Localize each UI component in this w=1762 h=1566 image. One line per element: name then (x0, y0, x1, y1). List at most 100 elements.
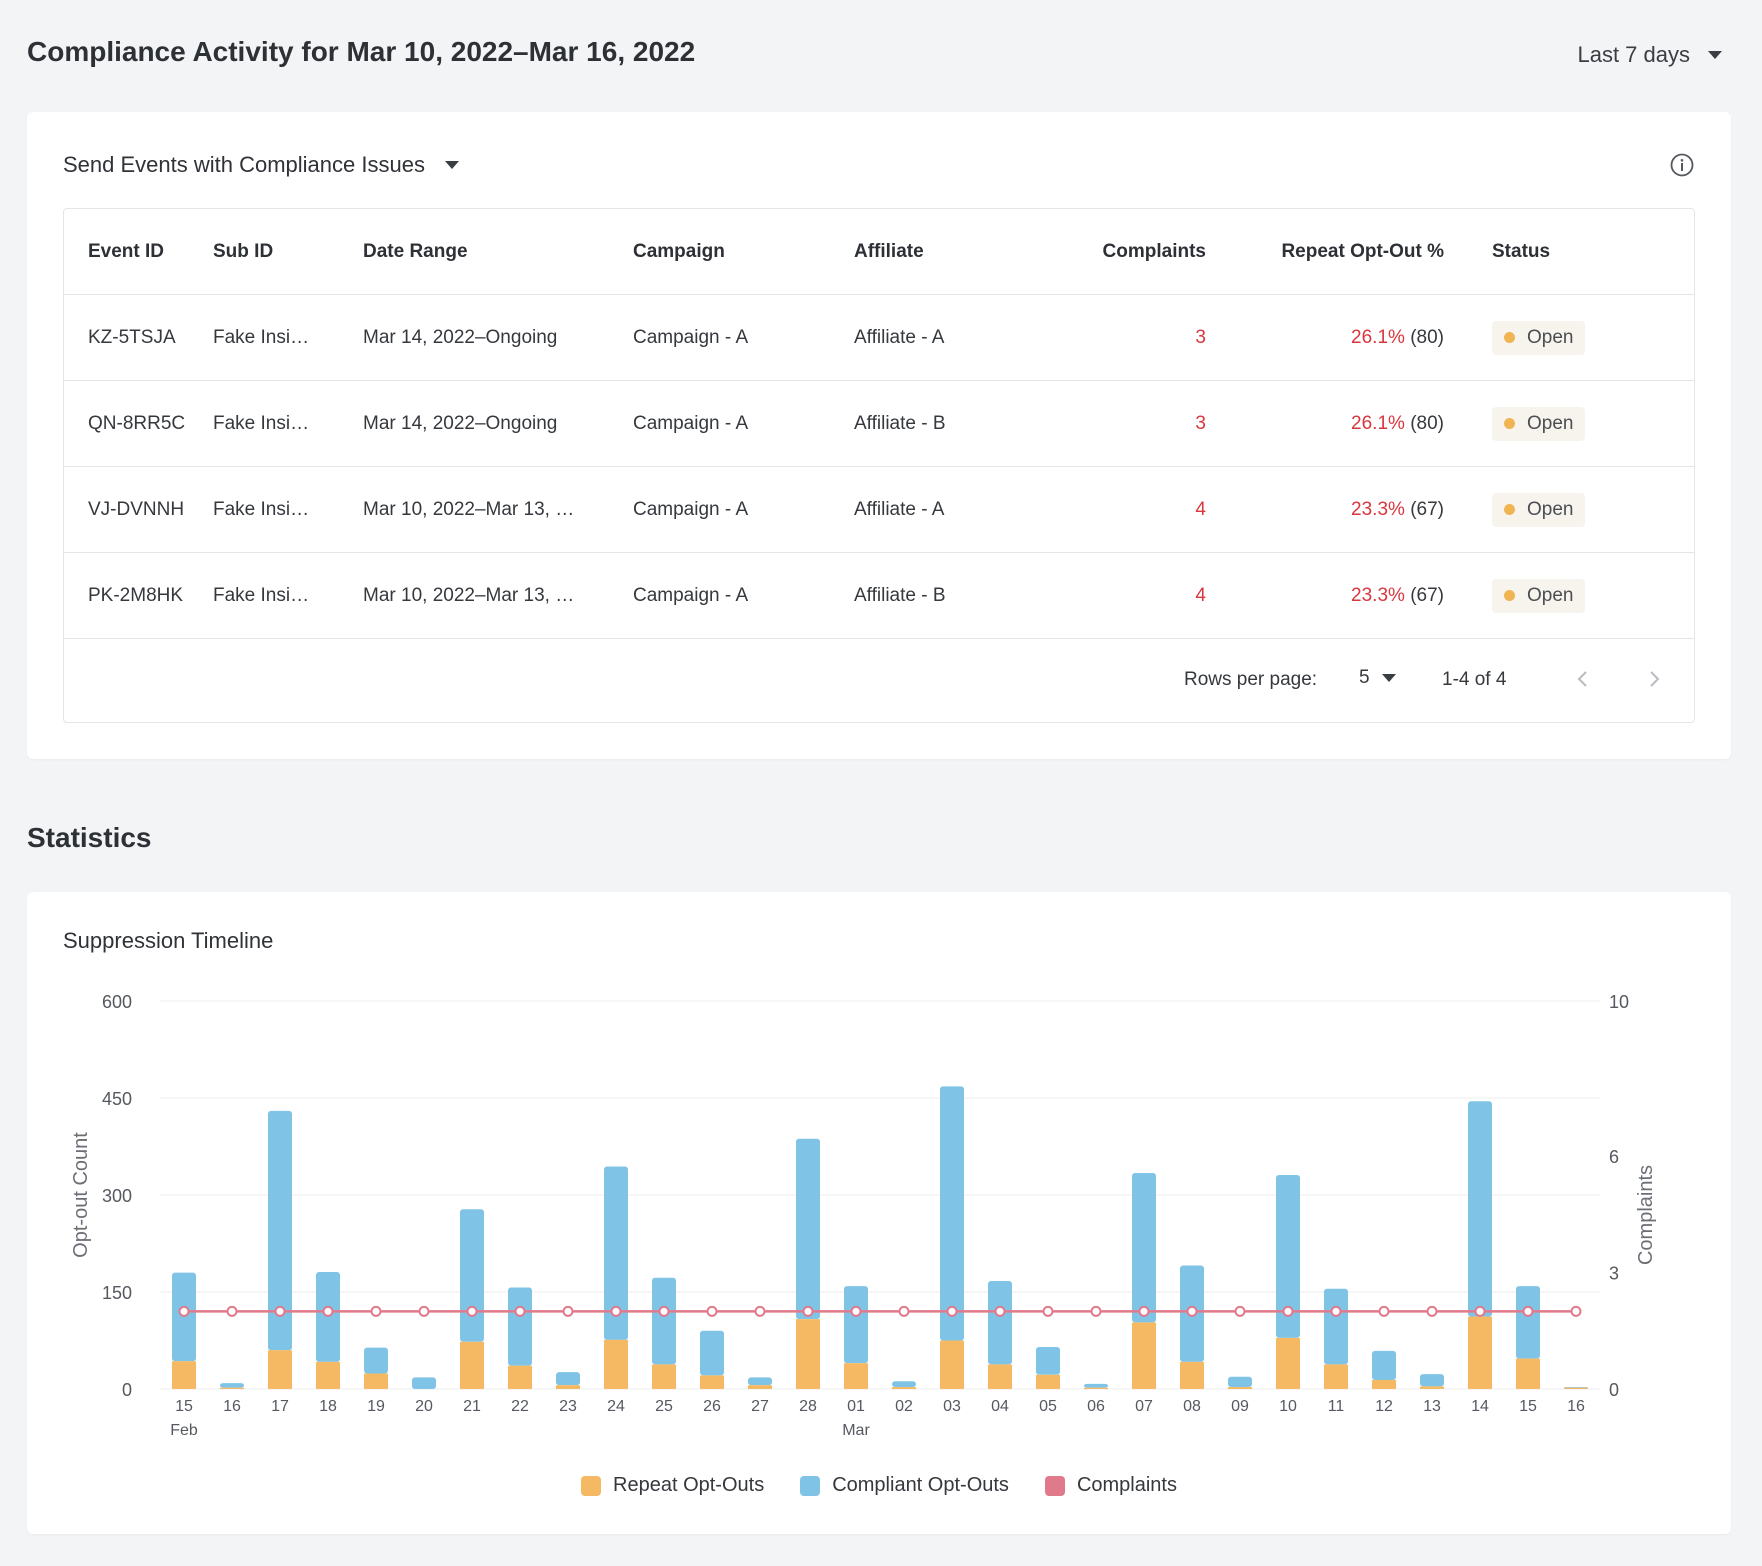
col-header-event-id[interactable]: Event ID (64, 209, 213, 295)
complaints-point (946, 1305, 958, 1317)
x-tick-label: 24 (607, 1398, 625, 1415)
bar-repeat-opt-outs (748, 1385, 772, 1389)
cell-campaign: Campaign - A (633, 294, 854, 381)
bar-compliant-opt-outs (1132, 1173, 1156, 1323)
events-card-title-dropdown[interactable]: Send Events with Compliance Issues (63, 152, 459, 178)
x-tick-label: 07 (1135, 1398, 1153, 1415)
bar-repeat-opt-outs (460, 1341, 484, 1389)
y2-tick-label: 3 (1609, 1264, 1619, 1284)
bar-compliant-opt-outs (844, 1286, 868, 1364)
col-header-affiliate[interactable]: Affiliate (854, 209, 1044, 295)
complaints-point (274, 1305, 286, 1317)
legend-complaints[interactable]: Complaints (1044, 1474, 1177, 1497)
complaints-point (850, 1305, 862, 1317)
x-tick-label: 21 (463, 1398, 481, 1415)
bar-repeat-opt-outs (1132, 1322, 1156, 1389)
x-tick-label: 14 (1471, 1398, 1489, 1415)
cell-repeat-opt-out: 26.1% (80) (1206, 294, 1444, 381)
x-tick-label: 11 (1328, 1398, 1345, 1415)
bar-repeat-opt-outs (1468, 1316, 1492, 1389)
chevron-down-icon (444, 161, 459, 169)
bar-compliant-opt-outs (1228, 1376, 1252, 1388)
complaints-point (418, 1305, 430, 1317)
bar-compliant-opt-outs (268, 1110, 292, 1351)
cell-sub-id: Fake Insi… (213, 466, 363, 553)
bar-repeat-opt-outs (268, 1350, 292, 1389)
cell-event-id: VJ-DVNNH (64, 466, 213, 553)
bar-repeat-opt-outs (508, 1365, 532, 1389)
repeat-count: (67) (1410, 498, 1444, 520)
date-range-select[interactable]: Last 7 days (1577, 42, 1722, 68)
legend-repeat-opt-outs[interactable]: Repeat Opt-Outs (581, 1474, 764, 1497)
bar-repeat-opt-outs (556, 1385, 580, 1389)
complaints-point (1090, 1305, 1102, 1317)
col-header-date-range[interactable]: Date Range (363, 209, 633, 295)
x-tick-label: 25 (655, 1398, 673, 1415)
legend-compliant-opt-outs[interactable]: Compliant Opt-Outs (800, 1474, 1009, 1497)
repeat-pct: 26.1% (1351, 412, 1405, 434)
cell-date-range: Mar 14, 2022–Ongoing (363, 294, 633, 381)
x-tick-label: 20 (415, 1398, 433, 1415)
col-header-status[interactable]: Status (1444, 209, 1694, 295)
table-row[interactable]: VJ-DVNNH Fake Insi… Mar 10, 2022–Mar 13,… (64, 466, 1694, 553)
x-tick-label: 09 (1231, 1398, 1249, 1415)
cell-status: Open (1444, 380, 1694, 467)
x-tick-label: 10 (1279, 1398, 1297, 1415)
repeat-count: (80) (1410, 326, 1444, 348)
table-row[interactable]: PK-2M8HK Fake Insi… Mar 10, 2022–Mar 13,… (64, 552, 1694, 639)
col-header-repeat-opt-out[interactable]: Repeat Opt-Out % (1206, 209, 1444, 295)
status-dot-icon (1504, 418, 1515, 429)
col-header-sub-id[interactable]: Sub ID (213, 209, 363, 295)
complaints-point (1186, 1305, 1198, 1317)
complaints-point (370, 1305, 382, 1317)
cell-date-range: Mar 10, 2022–Mar 13, … (363, 466, 633, 553)
repeat-count: (80) (1410, 412, 1444, 434)
bar-repeat-opt-outs (700, 1375, 724, 1389)
cell-repeat-opt-out: 26.1% (80) (1206, 380, 1444, 467)
x-tick-label: 05 (1039, 1398, 1057, 1415)
col-header-campaign[interactable]: Campaign (633, 209, 854, 295)
chevron-left-icon[interactable] (1573, 667, 1593, 691)
complaints-point (994, 1305, 1006, 1317)
rows-per-page-label: Rows per page: (1184, 669, 1318, 690)
rows-per-page-select[interactable]: 5 (1359, 667, 1396, 689)
bar-compliant-opt-outs (1324, 1288, 1348, 1365)
bar-repeat-opt-outs (1372, 1379, 1396, 1389)
status-label: Open (1527, 326, 1574, 348)
bar-compliant-opt-outs (1468, 1101, 1492, 1317)
complaints-point (1378, 1305, 1390, 1317)
cell-affiliate: Affiliate - A (854, 294, 1044, 381)
complaints-point (1474, 1305, 1486, 1317)
status-badge: Open (1492, 492, 1586, 527)
bar-compliant-opt-outs (652, 1277, 676, 1365)
cell-event-id: KZ-5TSJA (64, 294, 213, 381)
chevron-right-icon[interactable] (1644, 667, 1664, 691)
bar-repeat-opt-outs (364, 1373, 388, 1389)
bar-repeat-opt-outs (1036, 1374, 1060, 1389)
info-icon[interactable] (1669, 152, 1695, 178)
table-header-row: Event ID Sub ID Date Range Campaign Affi… (64, 209, 1694, 295)
y2-tick-label: 6 (1609, 1147, 1619, 1167)
page-title: Compliance Activity for Mar 10, 2022–Mar… (27, 36, 696, 67)
complaints-point (754, 1305, 766, 1317)
suppression-timeline-card: Suppression Timeline 0 150 300 450 600 0 3 6 10 O… (27, 892, 1731, 1534)
events-card-title: Send Events with Compliance Issues (63, 152, 425, 177)
cell-complaints: 4 (1044, 466, 1206, 553)
bar-repeat-opt-outs (844, 1363, 868, 1389)
bar-compliant-opt-outs (604, 1166, 628, 1340)
bar-repeat-opt-outs (892, 1387, 916, 1389)
table-row[interactable]: QN-8RR5C Fake Insi… Mar 14, 2022–Ongoing… (64, 380, 1694, 467)
legend-label: Complaints (1076, 1474, 1177, 1496)
y-tick-label: 0 (122, 1380, 132, 1400)
cell-date-range: Mar 14, 2022–Ongoing (363, 380, 633, 467)
cell-date-range: Mar 10, 2022–Mar 13, … (363, 552, 633, 639)
complaints-point (802, 1305, 814, 1317)
bar-repeat-opt-outs (1180, 1361, 1204, 1389)
x-tick-label: 15 (1519, 1398, 1537, 1415)
bar-compliant-opt-outs (508, 1287, 532, 1366)
chevron-down-icon (1708, 51, 1722, 59)
col-header-complaints[interactable]: Complaints (1044, 209, 1206, 295)
table-row[interactable]: KZ-5TSJA Fake Insi… Mar 14, 2022–Ongoing… (64, 294, 1694, 381)
status-label: Open (1527, 498, 1574, 520)
